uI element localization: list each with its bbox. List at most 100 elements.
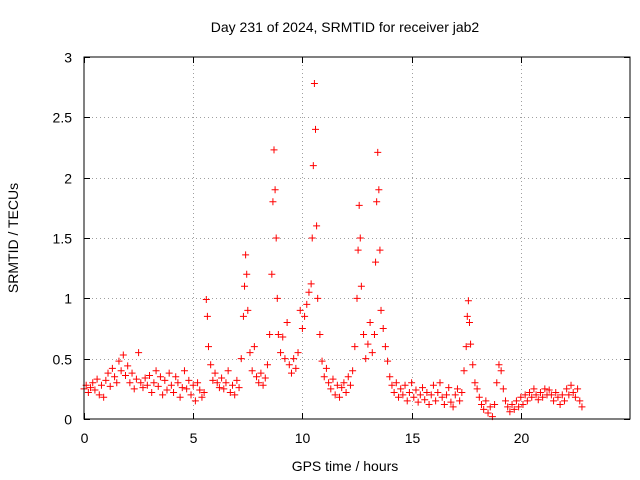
- data-point: [493, 379, 501, 387]
- data-point: [331, 391, 339, 399]
- y-tick-label: 0.5: [53, 352, 73, 368]
- data-point: [401, 381, 409, 389]
- data-point: [534, 396, 542, 404]
- data-point: [563, 385, 571, 393]
- data-point: [273, 294, 281, 302]
- data-point: [132, 375, 140, 383]
- data-point: [248, 367, 256, 375]
- data-point: [519, 401, 527, 409]
- data-point: [512, 397, 520, 405]
- data-point: [202, 296, 210, 304]
- data-point: [482, 397, 490, 405]
- data-point: [215, 384, 223, 392]
- data-point: [233, 376, 241, 384]
- data-point: [467, 340, 475, 348]
- data-point: [473, 385, 481, 393]
- data-point: [292, 364, 300, 372]
- data-point: [355, 201, 363, 209]
- data-point: [246, 349, 254, 357]
- data-point: [388, 381, 396, 389]
- data-point: [403, 397, 411, 405]
- data-point: [499, 385, 507, 393]
- data-point: [552, 388, 560, 396]
- data-point: [574, 385, 582, 393]
- data-point: [163, 386, 171, 394]
- data-point: [349, 367, 357, 375]
- data-point: [207, 361, 215, 369]
- data-point: [296, 306, 304, 314]
- data-point: [283, 318, 291, 326]
- data-point: [143, 381, 151, 389]
- data-point: [484, 409, 492, 417]
- data-point: [354, 246, 362, 254]
- data-point: [287, 369, 295, 377]
- y-tick-label: 2.5: [53, 110, 73, 126]
- chart-title: Day 231 of 2024, SRMTID for receiver jab…: [211, 19, 480, 35]
- data-point: [312, 125, 320, 133]
- data-point: [416, 391, 424, 399]
- data-point: [381, 343, 389, 351]
- data-point: [229, 381, 237, 389]
- data-point: [376, 246, 384, 254]
- data-point: [480, 405, 488, 413]
- data-point: [465, 318, 473, 326]
- data-point: [464, 297, 472, 305]
- data-point: [106, 382, 114, 390]
- data-point: [456, 397, 464, 405]
- data-point: [458, 388, 466, 396]
- data-point: [301, 312, 309, 320]
- data-point: [269, 198, 277, 206]
- data-point: [447, 398, 455, 406]
- data-point: [261, 374, 269, 382]
- data-point: [178, 384, 186, 392]
- data-point: [161, 376, 169, 384]
- data-point: [239, 312, 247, 320]
- data-point: [218, 374, 226, 382]
- data-point: [104, 369, 112, 377]
- data-point: [375, 186, 383, 194]
- data-point: [95, 391, 103, 399]
- data-point: [117, 367, 125, 375]
- y-axis-label: SRMTID / TECUs: [5, 183, 21, 293]
- data-point: [100, 393, 108, 401]
- x-axis-label: GPS time / hours: [292, 458, 399, 474]
- data-point: [362, 355, 370, 363]
- data-point: [550, 397, 558, 405]
- data-point: [394, 393, 402, 401]
- data-point: [530, 385, 538, 393]
- data-point: [141, 374, 149, 382]
- data-point: [187, 391, 195, 399]
- x-tick-label: 20: [514, 430, 530, 446]
- data-point: [460, 367, 468, 375]
- data-point: [167, 381, 175, 389]
- data-point: [272, 234, 280, 242]
- data-point: [336, 393, 344, 401]
- data-point: [102, 376, 110, 384]
- data-point: [84, 388, 92, 396]
- data-point: [567, 381, 575, 389]
- data-point: [290, 355, 298, 363]
- data-point: [253, 373, 261, 381]
- data-point: [231, 391, 239, 399]
- data-point: [475, 393, 483, 401]
- data-point: [320, 373, 328, 381]
- data-point: [486, 403, 494, 411]
- data-point: [204, 343, 212, 351]
- data-point: [266, 331, 274, 339]
- data-point: [386, 373, 394, 381]
- data-point: [308, 234, 316, 242]
- data-point: [309, 162, 317, 170]
- data-point: [576, 397, 584, 405]
- data-point: [397, 385, 405, 393]
- data-point: [373, 198, 381, 206]
- y-tick-label: 2: [64, 171, 72, 187]
- data-point: [139, 384, 147, 392]
- data-point: [515, 403, 523, 411]
- data-point: [130, 385, 138, 393]
- data-point: [316, 331, 324, 339]
- data-point: [532, 391, 540, 399]
- data-point: [497, 367, 505, 375]
- data-point: [294, 349, 302, 357]
- data-point: [310, 80, 318, 88]
- data-point: [91, 386, 99, 394]
